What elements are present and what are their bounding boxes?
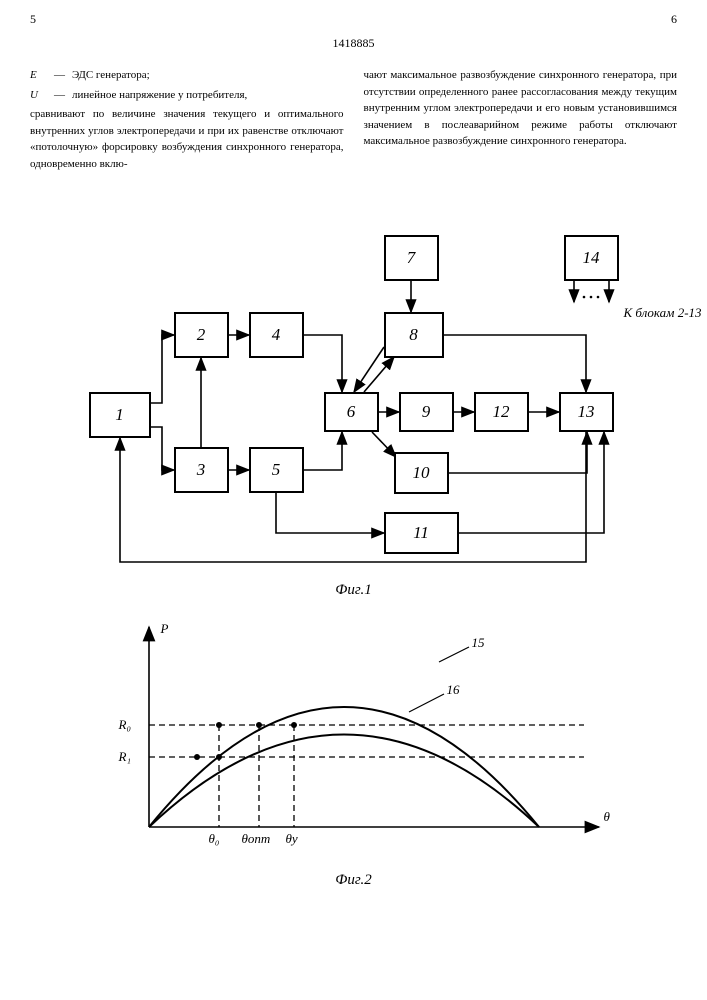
x-tick-theta0: θ₀ bbox=[209, 831, 220, 847]
graph-svg bbox=[79, 617, 629, 867]
right-column: чают максимальное развозбуждение синхрон… bbox=[364, 67, 678, 172]
page-header: 5 6 bbox=[30, 12, 677, 27]
def-text: линейное напряжение у потребителя, bbox=[72, 87, 344, 104]
block-13: 13 bbox=[559, 392, 614, 432]
def-dash: — bbox=[54, 87, 72, 104]
power-angle-graph: P θ R₀ R₁ θ₀ θопт θу 15 16 bbox=[79, 617, 629, 867]
right-para: чают максимальное развозбуждение синхрон… bbox=[364, 67, 678, 150]
block-9: 9 bbox=[399, 392, 454, 432]
block-5: 5 bbox=[249, 447, 304, 493]
document-number: 1418885 bbox=[333, 36, 375, 51]
page-number-left: 5 bbox=[30, 12, 36, 27]
block-6: 6 bbox=[324, 392, 379, 432]
definition-row: U — линейное напряжение у потребителя, bbox=[30, 87, 344, 104]
block-2: 2 bbox=[174, 312, 229, 358]
x-axis-label: θ bbox=[604, 809, 610, 825]
block-10: 10 bbox=[394, 452, 449, 494]
curve-label-16: 16 bbox=[447, 682, 460, 698]
figure-2-label: Фиг.2 bbox=[30, 872, 677, 889]
block-3: 3 bbox=[174, 447, 229, 493]
x-tick-thetaopt: θопт bbox=[242, 831, 271, 847]
block-4: 4 bbox=[249, 312, 304, 358]
block-12: 12 bbox=[474, 392, 529, 432]
page-number-right: 6 bbox=[671, 12, 677, 27]
def-text: ЭДС генератора; bbox=[72, 67, 344, 84]
def-symbol: U bbox=[30, 87, 54, 104]
definition-row: E — ЭДС генератора; bbox=[30, 67, 344, 84]
figure-1-label: Фиг.1 bbox=[30, 582, 677, 599]
left-column: E — ЭДС генератора; U — линейное напряже… bbox=[30, 67, 344, 172]
block-8: 8 bbox=[384, 312, 444, 358]
def-dash: — bbox=[54, 67, 72, 84]
block-11: 11 bbox=[384, 512, 459, 554]
x-tick-thetay: θу bbox=[286, 831, 298, 847]
y-tick-R0: R₀ bbox=[119, 717, 131, 733]
block-14: 14 bbox=[564, 235, 619, 281]
y-tick-R1: R₁ bbox=[119, 749, 131, 765]
block-diagram: 1234567891011121314 К блокам 2-13 bbox=[34, 197, 674, 577]
annotation-block14: К блокам 2-13 bbox=[624, 305, 704, 321]
left-para: сравнивают по величине значения текущего… bbox=[30, 106, 344, 172]
text-columns: E — ЭДС генератора; U — линейное напряже… bbox=[30, 67, 677, 172]
block-7: 7 bbox=[384, 235, 439, 281]
y-axis-label: P bbox=[161, 621, 169, 637]
block-1: 1 bbox=[89, 392, 151, 438]
def-symbol: E bbox=[30, 67, 54, 84]
curve-label-15: 15 bbox=[472, 635, 485, 651]
